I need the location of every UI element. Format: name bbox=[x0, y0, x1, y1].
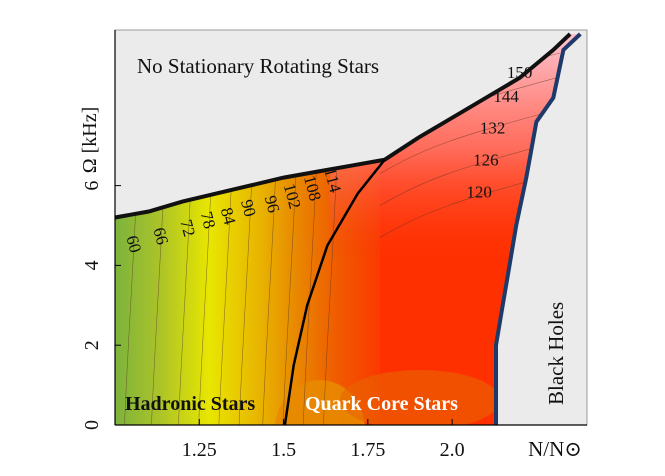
contour-line bbox=[323, 149, 338, 425]
contour-label: 120 bbox=[466, 183, 492, 202]
contour-label: 66 bbox=[149, 225, 172, 246]
x-tick-label: 1.5 bbox=[271, 439, 296, 461]
y-tick-label: 0 bbox=[81, 420, 103, 430]
contour-label: 126 bbox=[473, 151, 499, 170]
region-label-black-holes: Black Holes bbox=[544, 302, 568, 405]
region-label-no-stationary: No Stationary Rotating Stars bbox=[137, 54, 379, 78]
kepler-boundary bbox=[114, 32, 572, 220]
y-tick-label: 4 bbox=[81, 260, 103, 270]
x-tick-label: 1.25 bbox=[182, 439, 217, 461]
contour-label: 90 bbox=[237, 197, 260, 218]
y-axis-label: Ω [kHz] bbox=[79, 107, 101, 174]
contour-label: 60 bbox=[122, 233, 145, 254]
contour-label: 150 bbox=[507, 63, 533, 82]
contour-label: 132 bbox=[480, 119, 506, 138]
x-tick-label: 2.0 bbox=[440, 439, 465, 461]
contour-line bbox=[238, 149, 254, 425]
contour-line bbox=[302, 149, 318, 425]
contour-line bbox=[379, 108, 561, 174]
y-tick-label: 2 bbox=[81, 340, 103, 350]
contour-label: 84 bbox=[217, 205, 240, 227]
x-axis-label: N/N⊙ bbox=[528, 437, 582, 461]
region-label-hadronic: Hadronic Stars bbox=[125, 393, 255, 415]
contour-line bbox=[282, 149, 298, 425]
black-hole-boundary bbox=[494, 32, 582, 425]
phase-transition-line bbox=[283, 158, 386, 426]
contour-label: 78 bbox=[197, 209, 220, 230]
x-tick-label: 1.75 bbox=[350, 439, 385, 461]
contour-label: 144 bbox=[493, 87, 519, 106]
contour-label: 96 bbox=[261, 193, 284, 214]
region-label-quark-core: Quark Core Stars bbox=[305, 393, 458, 415]
y-tick-label: 6 bbox=[81, 181, 103, 191]
contour-label: 72 bbox=[176, 217, 199, 238]
contour-line bbox=[262, 149, 278, 425]
